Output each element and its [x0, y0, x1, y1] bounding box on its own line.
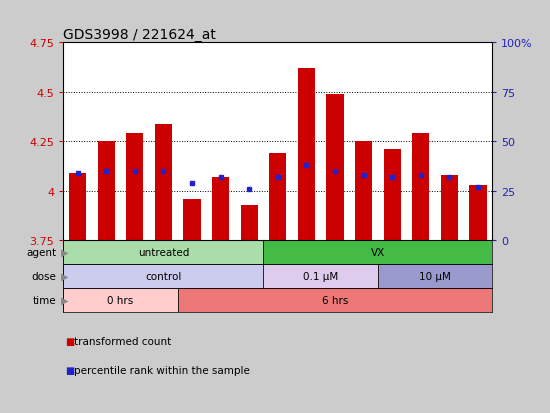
Text: percentile rank within the sample: percentile rank within the sample	[74, 365, 250, 375]
Bar	[469, 185, 487, 241]
Text: VX: VX	[371, 248, 385, 258]
Bar	[263, 241, 492, 264]
Text: dose: dose	[32, 271, 57, 281]
Bar	[69, 173, 86, 241]
Text: ■: ■	[65, 336, 74, 346]
Text: untreated: untreated	[138, 248, 189, 258]
Text: time: time	[33, 295, 57, 305]
Bar	[263, 264, 378, 288]
Text: agent: agent	[26, 248, 57, 258]
Bar	[383, 150, 401, 241]
Bar	[97, 142, 115, 241]
Text: ▶: ▶	[60, 295, 68, 305]
Bar	[378, 264, 492, 288]
Text: GDS3998 / 221624_at: GDS3998 / 221624_at	[63, 28, 216, 43]
Text: ▶: ▶	[60, 271, 68, 281]
Text: 10 μM: 10 μM	[419, 271, 451, 281]
Text: ▶: ▶	[60, 248, 68, 258]
Bar	[240, 205, 258, 241]
Bar	[269, 154, 287, 241]
Text: 0.1 μM: 0.1 μM	[303, 271, 338, 281]
Bar	[126, 134, 144, 241]
Bar	[63, 264, 263, 288]
Text: 0 hrs: 0 hrs	[107, 295, 134, 305]
Bar	[412, 134, 430, 241]
Bar	[298, 69, 315, 241]
Bar	[326, 95, 344, 241]
Bar	[212, 178, 229, 241]
Bar	[441, 176, 458, 241]
Text: transformed count: transformed count	[74, 336, 172, 346]
Bar	[355, 142, 372, 241]
Text: control: control	[145, 271, 182, 281]
Text: ■: ■	[65, 365, 74, 375]
Bar	[178, 288, 492, 312]
Bar	[63, 241, 263, 264]
Text: 6 hrs: 6 hrs	[322, 295, 348, 305]
Bar	[183, 199, 201, 241]
Bar	[63, 288, 178, 312]
Bar	[155, 124, 172, 241]
